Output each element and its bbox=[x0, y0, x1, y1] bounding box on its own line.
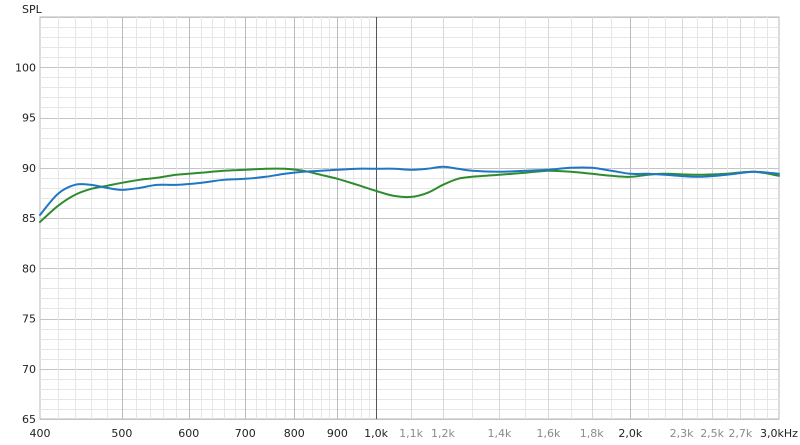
x-tick-label: 2,0k bbox=[618, 427, 642, 440]
y-tick-label: 80 bbox=[22, 262, 36, 275]
y-axis-label: SPL bbox=[22, 3, 43, 16]
series-line-2 bbox=[39, 167, 780, 224]
y-tick-label: 85 bbox=[22, 212, 36, 225]
x-tick-label: 500 bbox=[111, 427, 132, 440]
x-tick-label: 1,0k bbox=[364, 427, 388, 440]
x-tick-label: 2,3k bbox=[670, 427, 694, 440]
x-tick-label: 1,8k bbox=[580, 427, 604, 440]
x-tick-label: 900 bbox=[327, 427, 348, 440]
y-tick-label: 65 bbox=[22, 413, 36, 426]
y-tick-label: 75 bbox=[22, 313, 36, 326]
x-tick-label: 2,5k bbox=[700, 427, 724, 440]
x-tick-label: 1,2k bbox=[431, 427, 455, 440]
x-tick-label: 1,1k bbox=[399, 427, 423, 440]
y-tick-label: 100 bbox=[15, 61, 36, 74]
y-tick-label: 70 bbox=[22, 363, 36, 376]
x-tick-label: 2,7k bbox=[728, 427, 752, 440]
grid-layer bbox=[39, 16, 780, 420]
series-layer bbox=[39, 165, 780, 224]
x-tick-label: 800 bbox=[284, 427, 305, 440]
series-line-1 bbox=[39, 165, 780, 216]
x-tick-label: 3,0kHz bbox=[760, 427, 798, 440]
x-tick-label: 1,6k bbox=[537, 427, 561, 440]
x-tick-label: 700 bbox=[235, 427, 256, 440]
x-tick-label: 1,4k bbox=[488, 427, 512, 440]
x-tick-label: 400 bbox=[30, 427, 51, 440]
x-tick-label: 600 bbox=[178, 427, 199, 440]
axis-layer: 65 70 75 80 85 90 95 100 400 500 600 700 800 900 1,0k 1… bbox=[15, 61, 798, 440]
y-tick-label: 90 bbox=[22, 162, 36, 175]
y-tick-label: 95 bbox=[22, 112, 36, 125]
